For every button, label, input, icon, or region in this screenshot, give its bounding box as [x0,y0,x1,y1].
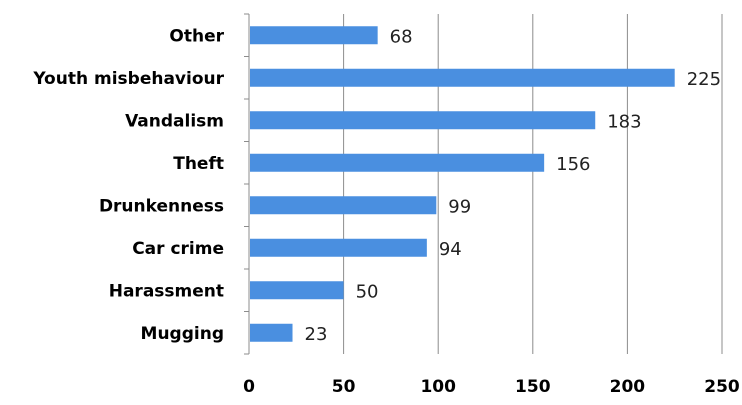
data-label: 99 [448,196,471,217]
bar-youth-misbehaviour [250,68,675,87]
bar-mugging [250,323,293,342]
category-label: Vandalism [125,111,224,131]
x-tick-label: 250 [704,377,740,397]
category-label: Harassment [109,281,224,301]
category-label: Youth misbehaviour [32,69,224,89]
data-label: 23 [305,324,328,345]
bar-other [250,26,378,45]
bar-theft [250,153,545,172]
gridlines [343,14,723,354]
data-label: 156 [556,154,590,175]
data-label: 50 [356,281,379,302]
category-label: Mugging [141,324,224,344]
bar-car-crime [250,238,427,257]
category-label: Drunkenness [99,196,224,216]
bars [250,26,675,342]
x-tick-label: 0 [243,377,255,397]
bar-drunkenness [250,196,437,215]
category-label: Other [169,26,224,46]
x-tick-label: 100 [420,377,456,397]
x-tick-label: 50 [332,377,356,397]
labels: 0 50 100 150 200 250 Other 68 Youth misbehaviour… [32,26,740,397]
bar-vandalism [250,111,596,130]
data-label: 68 [390,26,413,47]
category-label: Theft [173,154,224,174]
data-label: 183 [607,111,641,132]
x-tick-label: 150 [515,377,551,397]
bar-harassment [250,281,344,300]
category-label: Car crime [132,239,224,259]
data-label: 94 [439,239,462,260]
axes [244,13,250,355]
data-label: 225 [687,69,721,90]
x-tick-label: 200 [610,377,646,397]
